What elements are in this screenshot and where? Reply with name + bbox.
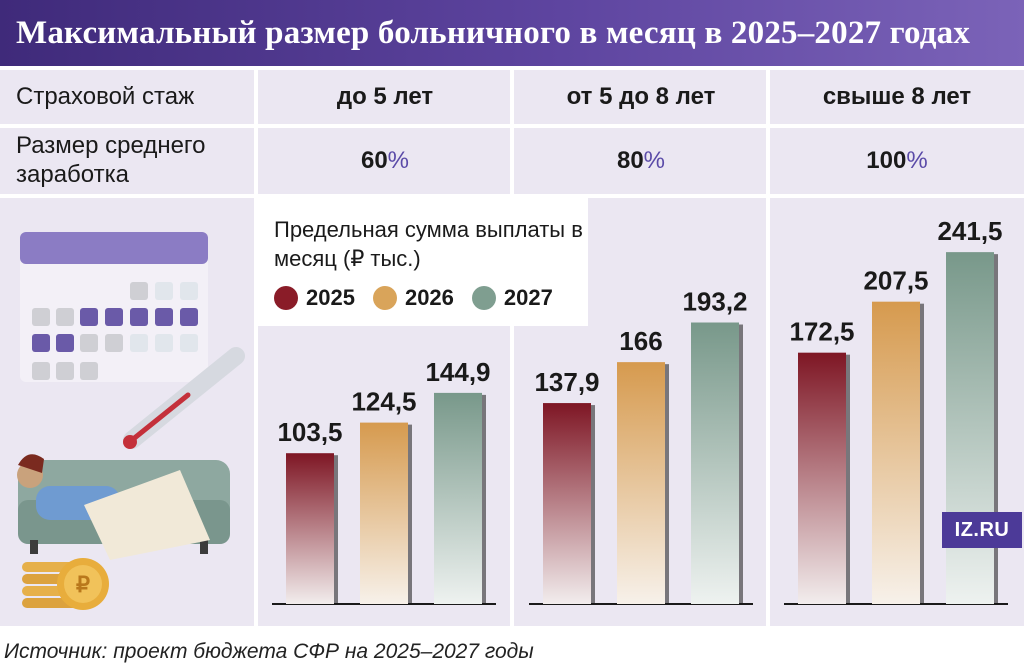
bar-value-label: 166 <box>619 326 662 356</box>
bar-value-label: 207,5 <box>863 266 928 296</box>
legend-label: 2025 <box>306 285 355 310</box>
earnings-label: Размер среднего заработка <box>16 132 206 188</box>
calendar-icon <box>20 232 208 382</box>
seniority-label: Страховой стаж <box>16 82 195 110</box>
coins-icon: ₽ <box>22 558 109 610</box>
thermometer-icon <box>123 347 245 449</box>
earnings-value-1: 60% <box>258 128 512 194</box>
legend-label: 2027 <box>503 285 553 310</box>
legend-background <box>258 198 588 326</box>
source-note: Источник: проект бюджета СФР на 2025–202… <box>4 640 534 663</box>
column-divider <box>766 66 770 626</box>
bar-2025-2 <box>543 403 591 604</box>
bar-shadow <box>739 324 743 604</box>
bars-layer: 103,5 124,5 144,9 137,9 166 193,2 172,5 207,5 24… <box>272 216 1008 605</box>
earnings-number-3: 100 <box>866 147 907 174</box>
bar-shadow <box>920 303 924 604</box>
earnings-number-2: 80 <box>616 147 644 174</box>
earnings-value-2: 80% <box>514 128 768 194</box>
bar-2025-3 <box>798 352 846 604</box>
percent-sign: % <box>906 147 928 174</box>
bar-shadow <box>591 405 595 604</box>
legend-item-2027: 2027 <box>471 285 553 311</box>
percent-sign: % <box>643 147 666 174</box>
bar-value-label: 103,5 <box>277 417 342 447</box>
percent-sign: % <box>387 147 410 174</box>
seniority-row: Страховой стаж до 5 лет от 5 до 8 лет св… <box>0 70 1024 124</box>
bar-2027-1 <box>434 392 482 604</box>
bar-value-label: 144,9 <box>425 357 490 387</box>
bar-2027-3 <box>946 252 994 604</box>
bar-shadow <box>334 455 338 604</box>
bar-value-label: 137,9 <box>534 367 599 397</box>
sofa-icon <box>17 454 230 560</box>
legend-item-2025: 2025 <box>274 285 355 311</box>
bar-2027-2 <box>691 322 739 604</box>
izru-logo: IZ.RU <box>942 512 1022 548</box>
chart-title: Максимальный размер больничного в месяц … <box>0 0 1024 66</box>
seniority-value-1: до 5 лет <box>336 83 434 110</box>
legend-label: 2026 <box>404 285 454 310</box>
earnings-number-1: 60 <box>360 147 388 174</box>
legend: 2025 2026 2027 <box>274 285 571 311</box>
bar-shadow <box>482 394 486 604</box>
bar-2026-2 <box>617 362 665 604</box>
bar-value-label: 172,5 <box>789 317 854 347</box>
legend-swatch-2027 <box>471 286 496 310</box>
bar-value-label: 124,5 <box>351 387 416 417</box>
bar-shadow <box>846 354 850 604</box>
column-divider <box>510 66 514 626</box>
earnings-value-3: 100% <box>770 128 1024 194</box>
seniority-value-3: свыше 8 лет <box>822 83 972 110</box>
legend-title: Предельная сумма выплаты в месяц (₽ тыс.… <box>274 217 583 271</box>
bar-2025-1 <box>286 453 334 604</box>
bar-2026-1 <box>360 422 408 604</box>
bar-value-label: 193,2 <box>682 287 747 317</box>
bar-value-label: 241,5 <box>937 216 1002 246</box>
bar-shadow <box>408 424 412 604</box>
seniority-value-2: от 5 до 8 лет <box>566 83 716 110</box>
legend-swatch-2026 <box>372 286 397 310</box>
bar-2026-3 <box>872 301 920 604</box>
bar-shadow <box>994 254 998 604</box>
svg-text:₽: ₽ <box>76 572 90 597</box>
sick-person-illustration: ₽ <box>17 232 245 610</box>
legend-swatch-2025 <box>274 286 298 310</box>
bar-shadow <box>665 364 669 604</box>
legend-item-2026: 2026 <box>372 285 454 311</box>
column-divider <box>254 66 258 626</box>
